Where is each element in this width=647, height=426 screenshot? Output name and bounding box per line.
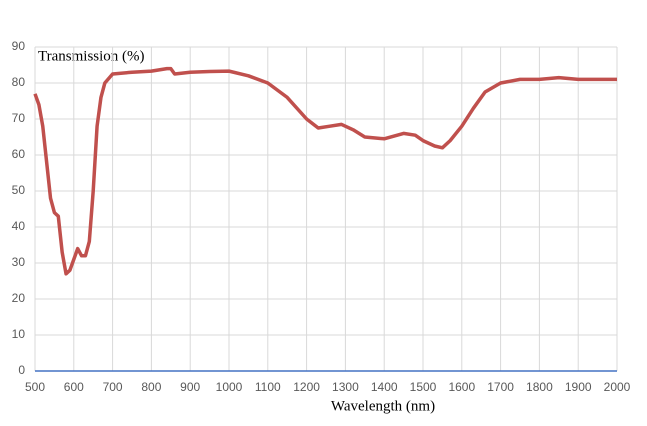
x-tick-label: 1500 — [410, 380, 437, 394]
x-tick-label: 900 — [180, 380, 200, 394]
y-tick-label: 70 — [12, 111, 26, 125]
y-tick-label: 90 — [12, 39, 26, 53]
y-tick-label: 30 — [12, 255, 26, 269]
x-tick-label: 1700 — [487, 380, 514, 394]
y-tick-label: 0 — [18, 363, 25, 377]
y-tick-label: 60 — [12, 147, 26, 161]
x-tick-label: 500 — [25, 380, 45, 394]
chart-title: Transmission (%) — [38, 48, 145, 64]
y-tick-label: 40 — [12, 219, 26, 233]
x-tick-label: 800 — [141, 380, 161, 394]
x-tick-label: 1600 — [448, 380, 475, 394]
x-tick-label: 1900 — [565, 380, 592, 394]
x-tick-label: 1300 — [332, 380, 359, 394]
x-tick-label: 1200 — [293, 380, 320, 394]
x-tick-label: 1400 — [371, 380, 398, 394]
x-tick-label: 2000 — [604, 380, 631, 394]
y-tick-label: 80 — [12, 75, 26, 89]
x-tick-label: 1800 — [526, 380, 553, 394]
x-tick-label: 600 — [64, 380, 84, 394]
y-tick-label: 50 — [12, 183, 26, 197]
x-axis-label: Wavelength (nm) — [331, 398, 435, 414]
x-tick-label: 1100 — [255, 380, 281, 394]
y-tick-label: 20 — [12, 291, 26, 305]
y-tick-label: 10 — [12, 327, 26, 341]
x-tick-label: 1000 — [216, 380, 243, 394]
data-line — [33, 66, 617, 276]
x-tick-label: 700 — [103, 380, 123, 394]
